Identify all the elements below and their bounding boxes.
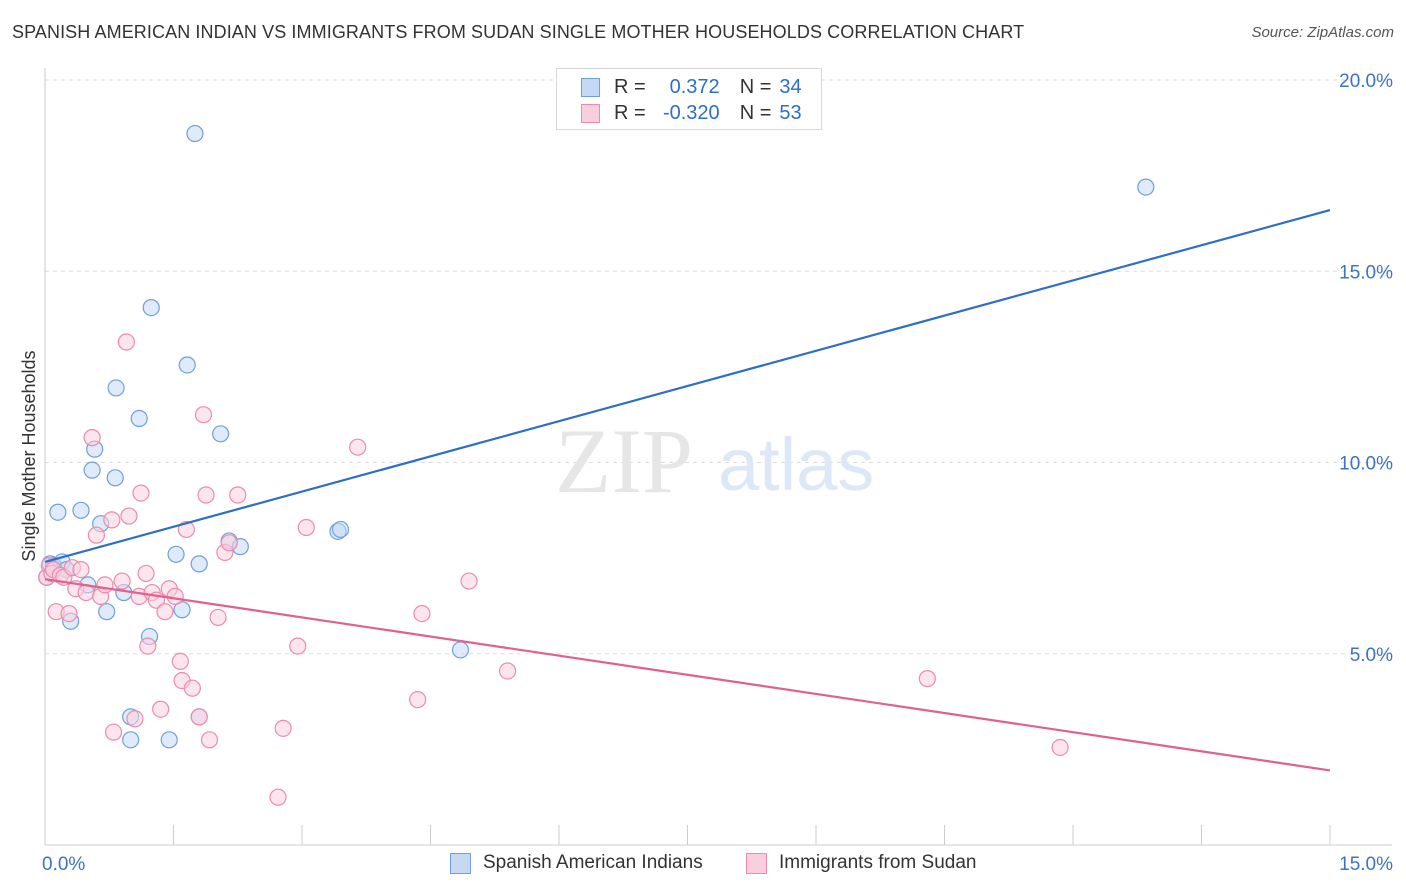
y-tick-label: 20.0% (1339, 71, 1393, 92)
chart-title: SPANISH AMERICAN INDIAN VS IMMIGRANTS FR… (12, 22, 1025, 42)
blue-point (331, 520, 350, 539)
y-tick-label: 5.0% (1350, 645, 1393, 666)
pink-point (152, 700, 170, 718)
blue-point (122, 731, 140, 749)
pink-point (413, 604, 431, 623)
legend-n-label: N = (739, 75, 772, 98)
pink-point (120, 507, 138, 525)
blue-point (212, 425, 230, 443)
pink-point (460, 572, 478, 590)
pink-point (220, 534, 238, 552)
series-legend-label-pink: Immigrants from Sudan (779, 852, 977, 873)
pink-point (113, 572, 131, 590)
series-legend-label-blue: Spanish American Indians (483, 852, 703, 873)
watermark: ZIP atlas (555, 410, 874, 512)
series-legend-swatch-blue (450, 852, 471, 874)
legend-n-value: 53 (779, 101, 802, 124)
y-tick-label: 10.0% (1339, 454, 1393, 475)
series-legend-item-blue: Spanish American Indians (450, 852, 703, 874)
blue-point (178, 356, 196, 374)
axes (44, 68, 1392, 846)
blue-point (106, 469, 124, 487)
series-legend: Spanish American Indians Immigrants from… (0, 852, 1406, 876)
pink-point (349, 438, 367, 456)
legend-r-label: R = (614, 101, 646, 124)
pink-point (132, 484, 150, 502)
pink-point (918, 670, 936, 688)
blue-point (160, 731, 178, 749)
blue-point (1137, 178, 1155, 196)
pink-point (297, 518, 315, 537)
series-legend-swatch-pink (746, 852, 767, 874)
scatter-points (38, 124, 1155, 806)
pink-point (499, 662, 517, 680)
pink-point (190, 708, 208, 726)
pink-point (60, 604, 78, 623)
pink-point (103, 511, 121, 529)
pink-point (289, 637, 307, 655)
pink-point (72, 560, 90, 579)
grid-lines (45, 79, 1392, 655)
x-tick-label: 15.0% (1339, 854, 1393, 875)
y-axis-label: Single Mother Households (19, 350, 39, 561)
trend-lines (44, 208, 1331, 772)
blue-trend-line (44, 208, 1331, 564)
pink-point (117, 333, 135, 351)
tick-labels: 5.0% 10.0% 15.0% 20.0% 0.0% 15.0% (42, 71, 1393, 875)
blue-point (451, 641, 470, 659)
blue-point (83, 461, 101, 479)
pink-point (269, 788, 287, 806)
pink-trend-line (44, 578, 1331, 772)
legend-row-pink: R = -0.320 N = 53 (581, 100, 802, 126)
chart-source: Source: ZipAtlas.com (1251, 24, 1394, 41)
watermark-zip: ZIP (555, 410, 693, 512)
watermark-atlas: atlas (718, 423, 874, 506)
pink-point (409, 691, 427, 709)
legend-r-value: -0.320 (662, 101, 720, 124)
blue-point (190, 555, 208, 573)
legend-n-value: 34 (779, 75, 802, 98)
blue-point (167, 545, 185, 563)
pink-point (209, 608, 227, 627)
pink-point (183, 679, 201, 697)
legend-row-blue: R = 0.372 N = 34 (581, 74, 802, 100)
pink-point (1051, 738, 1069, 757)
stats-legend: R = 0.372 N = 34 R = -0.320 N = 53 (556, 68, 822, 130)
pink-point (156, 603, 174, 621)
pink-point (137, 564, 155, 583)
legend-n-label: N = (739, 101, 772, 124)
x-tick-label: 0.0% (42, 854, 85, 875)
pink-point (274, 719, 292, 737)
pink-point (126, 710, 144, 728)
blue-point (72, 501, 90, 519)
blue-point (49, 503, 67, 521)
blue-point (173, 601, 191, 619)
blue-point (98, 603, 116, 621)
pink-point (200, 731, 219, 749)
blue-point (142, 298, 160, 317)
pink-point (96, 576, 114, 594)
blue-point (186, 124, 204, 143)
legend-r-value: 0.372 (669, 75, 720, 98)
legend-swatch-blue (581, 77, 600, 97)
pink-point (139, 637, 157, 655)
y-tick-label: 15.0% (1339, 262, 1393, 283)
legend-swatch-pink (581, 103, 600, 123)
blue-point (107, 379, 125, 397)
pink-point (229, 486, 247, 504)
blue-point (130, 409, 148, 428)
pink-point (104, 723, 123, 741)
series-legend-item-pink: Immigrants from Sudan (746, 852, 976, 874)
pink-point (194, 406, 213, 424)
pink-point (197, 486, 215, 504)
pink-point (171, 652, 189, 671)
pink-point (83, 429, 101, 447)
legend-r-label: R = (614, 75, 646, 98)
pink-point (166, 587, 184, 605)
pink-point (87, 526, 106, 544)
